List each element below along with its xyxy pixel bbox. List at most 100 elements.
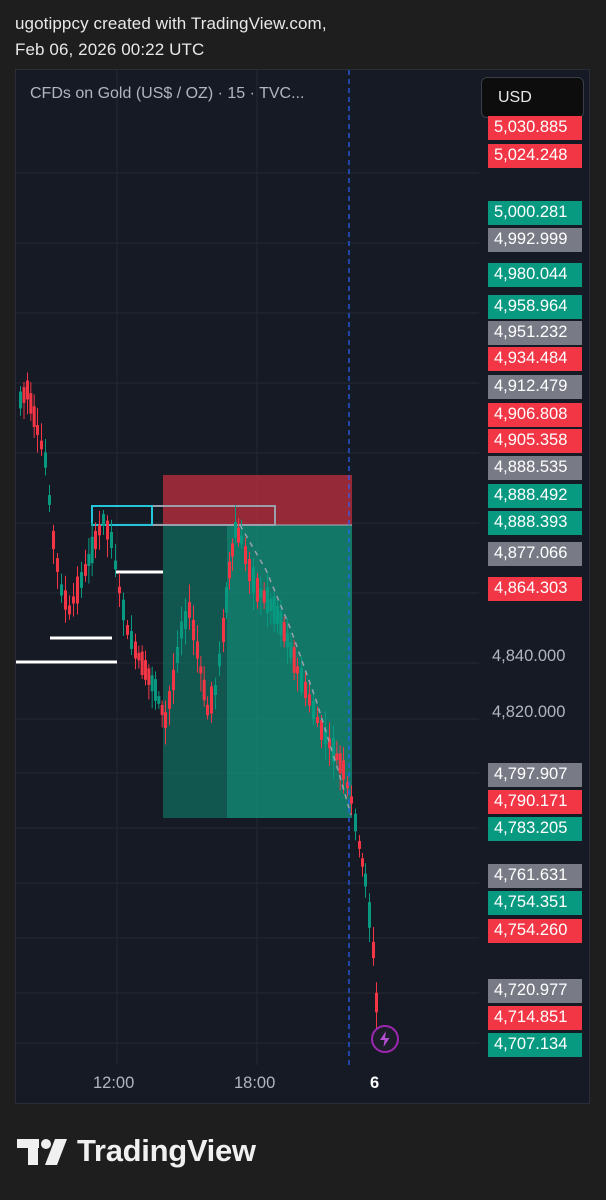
candle-body	[36, 425, 39, 435]
candle-body	[259, 588, 263, 598]
candle-body	[218, 653, 221, 667]
price-tag: 4,888.535	[488, 456, 582, 480]
candle-body	[231, 543, 234, 557]
lightning-icon[interactable]	[371, 1025, 399, 1053]
price-tag: 4,707.134	[488, 1033, 582, 1057]
candle-body	[342, 760, 345, 780]
axis-label: 4,840.000	[492, 647, 566, 665]
candle-body	[256, 578, 259, 602]
price-tag: 4,906.808	[488, 403, 582, 427]
candle-body	[137, 652, 141, 661]
candle-body	[68, 605, 71, 615]
candle-body	[354, 813, 357, 832]
candle-body	[60, 584, 63, 596]
candle-body	[102, 514, 105, 526]
price-tag: 4,720.977	[488, 979, 582, 1003]
price-tag: 4,761.631	[488, 864, 582, 888]
price-tag: 4,951.232	[488, 321, 582, 345]
candle-body	[80, 572, 83, 588]
symbol-legend[interactable]: CFDs on Gold (US$ / OZ) · 15 · TVC...	[30, 85, 305, 102]
candle-body	[106, 520, 109, 540]
candle-body	[199, 666, 203, 674]
candle-body	[87, 554, 91, 566]
candle-body	[52, 530, 55, 550]
time-label: 18:00	[234, 1074, 276, 1092]
price-tag: 4,980.044	[488, 263, 582, 287]
time-label-day: 6	[370, 1074, 380, 1092]
candle-body	[289, 642, 293, 658]
candle-body	[64, 590, 67, 610]
candle-body	[266, 586, 269, 614]
candle-body	[222, 617, 225, 643]
candle-body	[312, 700, 315, 720]
candle-body	[332, 737, 335, 763]
candle-body	[214, 684, 217, 696]
candle-body	[308, 694, 311, 706]
price-tag: 4,912.479	[488, 375, 582, 399]
price-tag: 4,714.851	[488, 1006, 582, 1030]
share-attribution: ugotippcy created with TradingView.com,	[15, 14, 327, 33]
candle-body	[157, 696, 161, 704]
candle-body	[110, 531, 113, 549]
candle-body	[176, 646, 179, 664]
price-tag: 4,797.907	[488, 763, 582, 787]
price-tag: 4,864.303	[488, 577, 582, 601]
zone-box-cyan	[91, 505, 153, 526]
candle-body	[160, 704, 164, 716]
candle-body	[269, 598, 273, 612]
candle-body	[44, 452, 47, 468]
candle-body	[316, 716, 319, 724]
candle-body	[304, 681, 307, 699]
candle-body	[180, 621, 183, 639]
candle-body	[202, 679, 206, 701]
candle-body	[122, 599, 125, 621]
tradingview-wordmark: TradingView	[77, 1133, 256, 1168]
price-tag: 4,934.484	[488, 347, 582, 371]
candle-body	[206, 704, 209, 716]
candle-body	[272, 596, 276, 624]
chart-canvas[interactable]	[16, 70, 590, 1104]
candle-body	[94, 530, 97, 550]
candle-body	[154, 679, 157, 701]
axis-label: 4,820.000	[492, 703, 566, 721]
candle-body	[320, 720, 323, 740]
price-tag: 5,024.248	[488, 144, 582, 168]
candle-body	[282, 621, 286, 642]
candle-body	[279, 611, 283, 636]
share-timestamp: Feb 06, 2026 00:22 UTC	[15, 40, 205, 59]
candle-body	[22, 387, 26, 403]
candle-body	[346, 781, 349, 789]
price-tag: 4,783.205	[488, 817, 582, 841]
candle-body	[338, 753, 342, 774]
candle-body	[286, 632, 289, 648]
candle-body	[244, 546, 247, 564]
candle-body	[296, 666, 299, 674]
price-tag: 4,754.260	[488, 919, 582, 943]
candle-body	[276, 605, 279, 625]
candle-body	[140, 651, 144, 676]
candle-body	[144, 660, 147, 680]
candle-body	[237, 527, 240, 543]
candle-body	[335, 753, 339, 760]
candle-body	[147, 668, 151, 685]
candle-body	[98, 524, 101, 536]
candle-body	[300, 668, 303, 692]
candle-body	[168, 691, 171, 709]
candle-body	[350, 796, 353, 804]
price-tag: 4,877.066	[488, 542, 582, 566]
candle-body	[118, 586, 121, 594]
price-tag: 5,030.885	[488, 116, 582, 140]
candle-body	[26, 380, 29, 400]
candle-body	[292, 647, 296, 673]
candle-body	[172, 669, 175, 691]
candle-body	[188, 602, 191, 618]
chart-pane[interactable]: CFDs on Gold (US$ / OZ) · 15 · TVC... US…	[15, 69, 590, 1104]
candle-body	[262, 590, 266, 603]
candle-body	[368, 902, 371, 928]
candle-body	[134, 641, 137, 659]
price-tag: 4,905.358	[488, 429, 582, 453]
price-tag: 4,754.351	[488, 891, 582, 915]
price-tag: 4,888.492	[488, 484, 582, 508]
candle-body	[252, 567, 255, 593]
currency-button[interactable]: USD	[481, 77, 584, 118]
